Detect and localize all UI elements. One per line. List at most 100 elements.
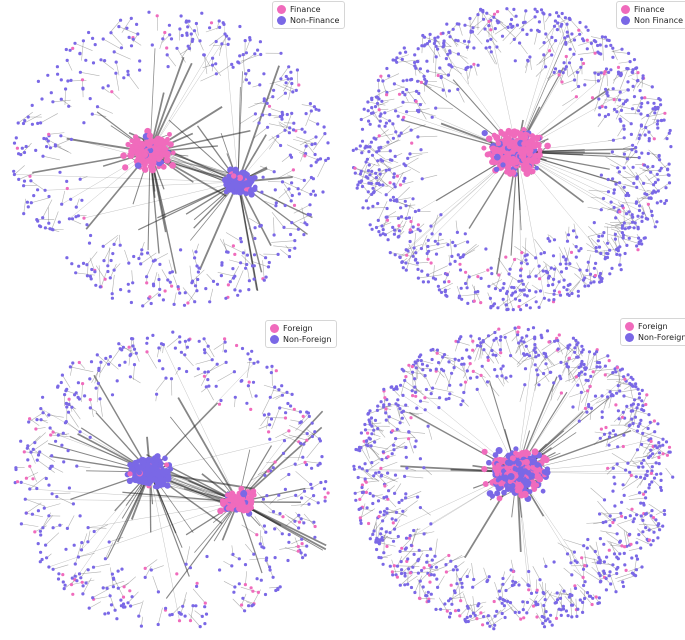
network-edge <box>299 136 317 146</box>
network-edge <box>107 247 111 266</box>
network-node <box>643 163 647 167</box>
network-edge <box>414 62 421 74</box>
network-node <box>600 234 604 238</box>
network-node <box>305 223 309 227</box>
network-node <box>210 63 215 67</box>
network-node <box>405 88 409 92</box>
network-node <box>177 619 182 623</box>
network-node <box>539 252 543 256</box>
network-edge <box>532 566 541 580</box>
network-node <box>388 149 392 153</box>
network-edge <box>453 561 465 571</box>
network-node <box>305 432 309 436</box>
network-node <box>413 53 417 57</box>
network-node <box>208 26 212 30</box>
network-edge <box>304 140 316 155</box>
network-node <box>41 411 45 415</box>
network-node <box>592 266 596 270</box>
network-node <box>265 365 269 369</box>
network-node <box>22 150 27 155</box>
network-edge <box>383 441 396 453</box>
network-edge <box>95 265 106 280</box>
network-node <box>489 266 493 270</box>
network-edge <box>563 539 584 546</box>
network-node <box>663 111 667 115</box>
network-node <box>651 107 655 111</box>
network-edge <box>543 54 546 67</box>
network-edge <box>42 199 53 218</box>
network-node <box>51 567 55 571</box>
network-node <box>401 266 405 270</box>
network-node <box>393 154 397 158</box>
network-edge <box>29 418 40 426</box>
network-node <box>492 12 497 16</box>
network-edge <box>536 54 552 66</box>
network-node <box>313 524 317 529</box>
network-node <box>433 39 437 43</box>
network-node <box>55 495 59 499</box>
network-node <box>627 236 631 240</box>
network-node <box>57 220 61 224</box>
network-edge <box>52 492 71 495</box>
network-node <box>404 204 408 208</box>
network-node <box>67 402 71 406</box>
network-node <box>169 37 174 41</box>
network-edge <box>123 576 136 588</box>
network-node <box>521 282 525 286</box>
network-edge <box>648 149 660 160</box>
network-edge <box>400 385 413 392</box>
network-node <box>537 264 541 268</box>
network-edge <box>603 396 608 410</box>
network-edge <box>380 533 393 540</box>
network-node <box>253 226 257 230</box>
network-node <box>637 208 642 213</box>
network-node <box>105 586 109 590</box>
network-edge <box>375 101 389 107</box>
network-node <box>631 84 635 88</box>
network-edge <box>556 339 572 353</box>
network-node <box>572 38 577 42</box>
network-node <box>128 589 132 593</box>
network-edge <box>29 476 46 490</box>
network-node <box>168 271 172 275</box>
network-node <box>454 38 458 42</box>
network-node <box>77 360 81 365</box>
cluster-node <box>243 180 250 186</box>
network-node <box>568 282 572 286</box>
network-edge <box>525 60 529 74</box>
cluster-node <box>544 142 551 150</box>
network-edge <box>193 371 206 378</box>
network-edge <box>23 198 27 214</box>
network-node <box>198 625 202 629</box>
network-node <box>26 205 30 209</box>
network-edge <box>55 144 72 154</box>
network-edge <box>587 232 604 237</box>
network-node <box>368 173 372 177</box>
network-node <box>127 289 131 293</box>
network-edge <box>414 575 423 593</box>
network-node <box>302 442 306 446</box>
network-node <box>258 542 262 546</box>
network-edge <box>383 534 385 553</box>
network-edge <box>545 264 550 277</box>
network-node <box>495 45 499 49</box>
network-node <box>145 281 149 285</box>
network-edge <box>524 237 527 256</box>
network-edge <box>304 495 319 504</box>
cluster-node <box>138 146 144 152</box>
network-edge <box>443 370 450 385</box>
network-node <box>280 384 284 388</box>
network-node <box>563 67 567 71</box>
legend-swatch-pink <box>277 5 286 14</box>
network-node <box>490 272 494 276</box>
network-node <box>402 179 406 183</box>
node-layer <box>12 10 330 308</box>
network-edge <box>488 279 503 287</box>
network-edge <box>50 139 69 149</box>
network-node <box>525 262 529 266</box>
network-node <box>88 406 92 410</box>
network-node <box>28 487 32 491</box>
network-node <box>605 251 609 255</box>
network-node <box>291 90 295 94</box>
network-edge <box>109 567 114 587</box>
